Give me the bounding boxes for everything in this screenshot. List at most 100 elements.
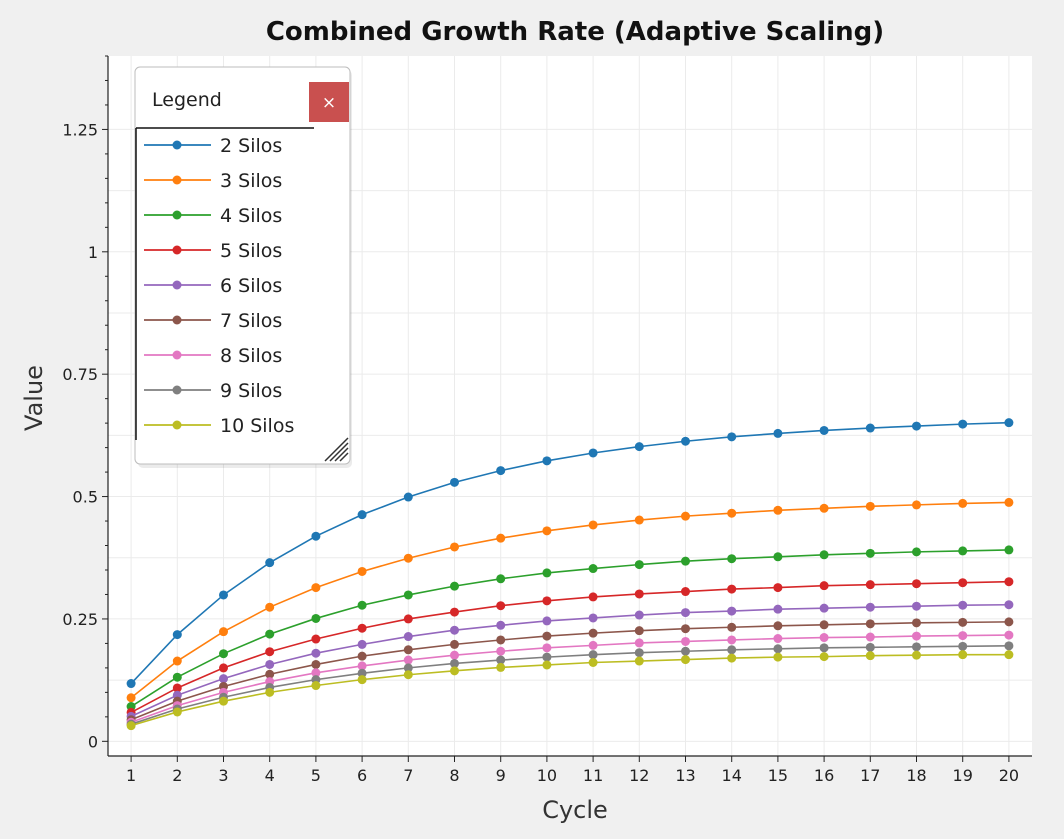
series-9-silos <box>126 641 1014 729</box>
legend-label: 3 Silos <box>220 170 282 192</box>
data-point <box>311 531 321 541</box>
data-point <box>727 645 737 655</box>
series-3-silos <box>126 497 1014 703</box>
series-line <box>130 501 1009 699</box>
data-point <box>265 647 275 657</box>
legend-item: 5 Silos <box>144 240 282 262</box>
series-layer <box>126 418 1014 731</box>
x-tick-label: 17 <box>860 766 880 785</box>
y-tick-label: 0.5 <box>73 488 98 507</box>
series-line <box>130 634 1009 723</box>
legend-item: 10 Silos <box>144 415 294 437</box>
data-point <box>172 630 182 640</box>
data-point <box>403 590 413 600</box>
legend-panel[interactable]: Legend × 2 Silos 3 Silos 4 Silos 5 Silos 6 S… <box>134 66 352 468</box>
x-tick-label: 18 <box>906 766 926 785</box>
data-point <box>542 596 552 606</box>
data-point <box>311 613 321 623</box>
y-tick-label: 0.75 <box>62 365 98 384</box>
data-point <box>912 642 921 652</box>
legend-resize-grip[interactable] <box>324 437 349 462</box>
legend-close-button[interactable] <box>309 82 349 122</box>
data-point <box>403 655 413 665</box>
legend-box <box>134 66 351 465</box>
legend-item: 2 Silos <box>144 135 282 157</box>
data-point <box>403 553 413 563</box>
legend-item: 4 Silos <box>144 205 282 227</box>
data-point <box>1004 497 1014 507</box>
legend-item: 8 Silos <box>144 345 282 367</box>
data-point <box>958 600 968 610</box>
data-point <box>172 672 182 682</box>
x-tick-label: 9 <box>496 766 506 785</box>
data-point <box>588 592 598 602</box>
data-point <box>357 639 367 649</box>
x-tick-label: 10 <box>537 766 557 785</box>
legend-close-icon[interactable]: × <box>322 93 336 113</box>
legend-item: 9 Silos <box>144 380 282 402</box>
data-point <box>542 631 552 641</box>
data-point <box>542 568 552 578</box>
data-point <box>450 639 459 649</box>
data-point <box>727 606 737 616</box>
data-point <box>311 659 321 669</box>
legend-item: 6 Silos <box>144 275 282 297</box>
data-point <box>542 643 552 653</box>
data-point <box>357 675 367 685</box>
data-point <box>311 583 321 593</box>
data-point <box>865 602 875 612</box>
data-point <box>634 626 644 636</box>
data-point <box>958 419 968 429</box>
data-point <box>496 601 506 611</box>
data-point <box>1004 577 1014 587</box>
chart-title: Combined Growth Rate (Adaptive Scaling) <box>266 17 884 47</box>
y-tick-label: 0 <box>88 732 98 751</box>
data-point <box>634 560 644 570</box>
x-tick-label: 6 <box>357 766 367 785</box>
data-point <box>311 634 321 644</box>
legend-label: 9 Silos <box>220 380 282 402</box>
legend-swatch-marker <box>172 175 182 185</box>
data-point <box>450 581 459 591</box>
data-point <box>357 661 367 671</box>
legend-title: Legend <box>152 89 222 111</box>
data-point <box>958 650 968 660</box>
data-point <box>773 621 783 631</box>
data-point <box>403 614 413 624</box>
data-point <box>958 546 968 556</box>
data-point <box>219 674 228 684</box>
y-tick-label: 1.25 <box>62 120 98 139</box>
data-point <box>403 645 413 655</box>
legend-label: 5 Silos <box>220 240 282 262</box>
data-point <box>265 558 275 568</box>
data-point <box>172 683 182 693</box>
data-point <box>126 693 136 703</box>
data-point <box>496 533 506 543</box>
data-point <box>865 632 875 642</box>
series-4-silos <box>126 545 1014 712</box>
x-tick-label: 4 <box>265 766 275 785</box>
data-point <box>634 656 644 666</box>
data-point <box>773 644 783 654</box>
data-point <box>634 589 644 599</box>
series-line <box>130 580 1009 714</box>
data-point <box>219 627 228 637</box>
legend-label: 6 Silos <box>220 275 282 297</box>
data-point <box>865 619 875 629</box>
data-point <box>819 581 829 591</box>
data-point <box>172 707 182 717</box>
data-point <box>403 663 413 673</box>
data-point <box>727 635 737 645</box>
data-point <box>865 642 875 652</box>
data-point <box>450 607 459 617</box>
series-line <box>130 421 1009 685</box>
data-point <box>496 574 506 584</box>
data-point <box>912 601 921 611</box>
legend-label: 4 Silos <box>220 205 282 227</box>
series-line <box>130 653 1009 727</box>
data-point <box>958 631 968 641</box>
x-tick-label: 15 <box>768 766 788 785</box>
legend-item: 3 Silos <box>144 170 282 192</box>
legend-label: 2 Silos <box>220 135 282 157</box>
